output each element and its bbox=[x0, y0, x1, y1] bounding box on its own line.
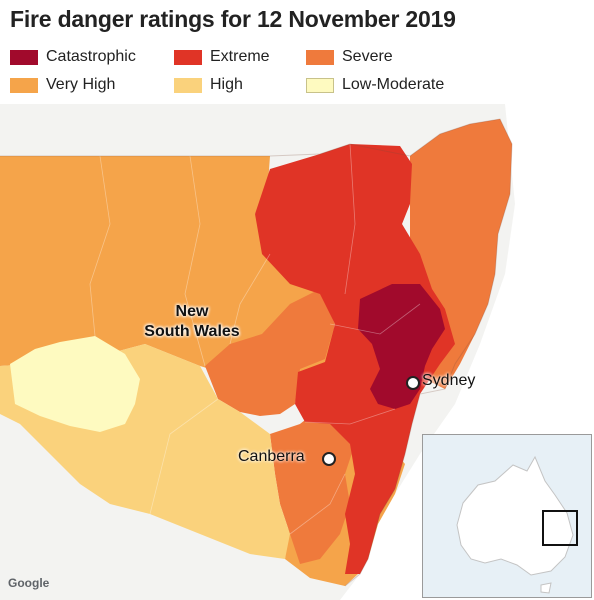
legend-swatch-high bbox=[174, 77, 202, 93]
legend-label-very-high: Very High bbox=[46, 76, 116, 93]
legend-label-severe: Severe bbox=[342, 48, 393, 65]
legend-label-catastrophic: Catastrophic bbox=[46, 48, 136, 65]
inset-map bbox=[422, 434, 592, 598]
coastline bbox=[0, 118, 513, 587]
legend-label-high: High bbox=[210, 76, 243, 93]
region-label-nsw-text: New South Wales bbox=[144, 303, 240, 340]
district-borders bbox=[89, 143, 421, 535]
inset-locator-box bbox=[542, 510, 578, 546]
region-low-moderate bbox=[10, 336, 140, 432]
legend-swatch-severe bbox=[306, 49, 334, 65]
canberra-marker[interactable] bbox=[322, 452, 336, 466]
legend-item-high: High bbox=[174, 76, 243, 94]
region-extreme bbox=[255, 144, 455, 574]
region-severe-central bbox=[205, 289, 335, 416]
map-canvas bbox=[0, 104, 594, 600]
region-catastrophic bbox=[358, 284, 445, 409]
legend-item-extreme: Extreme bbox=[174, 48, 270, 66]
inset-map-canvas bbox=[456, 455, 578, 594]
legend-swatch-catastrophic bbox=[10, 49, 38, 65]
page-title: Fire danger ratings for 12 November 2019 bbox=[10, 6, 456, 32]
legend: Catastrophic Extreme Severe Very High Hi… bbox=[10, 46, 480, 102]
legend-label-extreme: Extreme bbox=[210, 48, 270, 65]
map[interactable]: New South Wales Sydney Canberra Google bbox=[0, 104, 594, 600]
city-label-canberra: Canberra bbox=[238, 448, 305, 465]
legend-swatch-low-moderate bbox=[306, 77, 334, 93]
legend-item-very-high: Very High bbox=[10, 76, 115, 94]
legend-item-catastrophic: Catastrophic bbox=[10, 48, 136, 66]
legend-label-low-moderate: Low-Moderate bbox=[342, 76, 445, 93]
legend-item-low-moderate: Low-Moderate bbox=[306, 76, 444, 94]
region-label-nsw: New South Wales bbox=[136, 302, 248, 342]
region-severe-south bbox=[270, 404, 355, 564]
legend-swatch-extreme bbox=[174, 49, 202, 65]
map-attribution: Google bbox=[8, 576, 50, 590]
legend-swatch-very-high bbox=[10, 77, 38, 93]
city-label-sydney: Sydney bbox=[422, 372, 476, 389]
sydney-marker[interactable] bbox=[406, 376, 420, 390]
australia-shape bbox=[456, 455, 574, 576]
tasmania-shape bbox=[540, 582, 552, 594]
legend-item-severe: Severe bbox=[306, 48, 393, 66]
